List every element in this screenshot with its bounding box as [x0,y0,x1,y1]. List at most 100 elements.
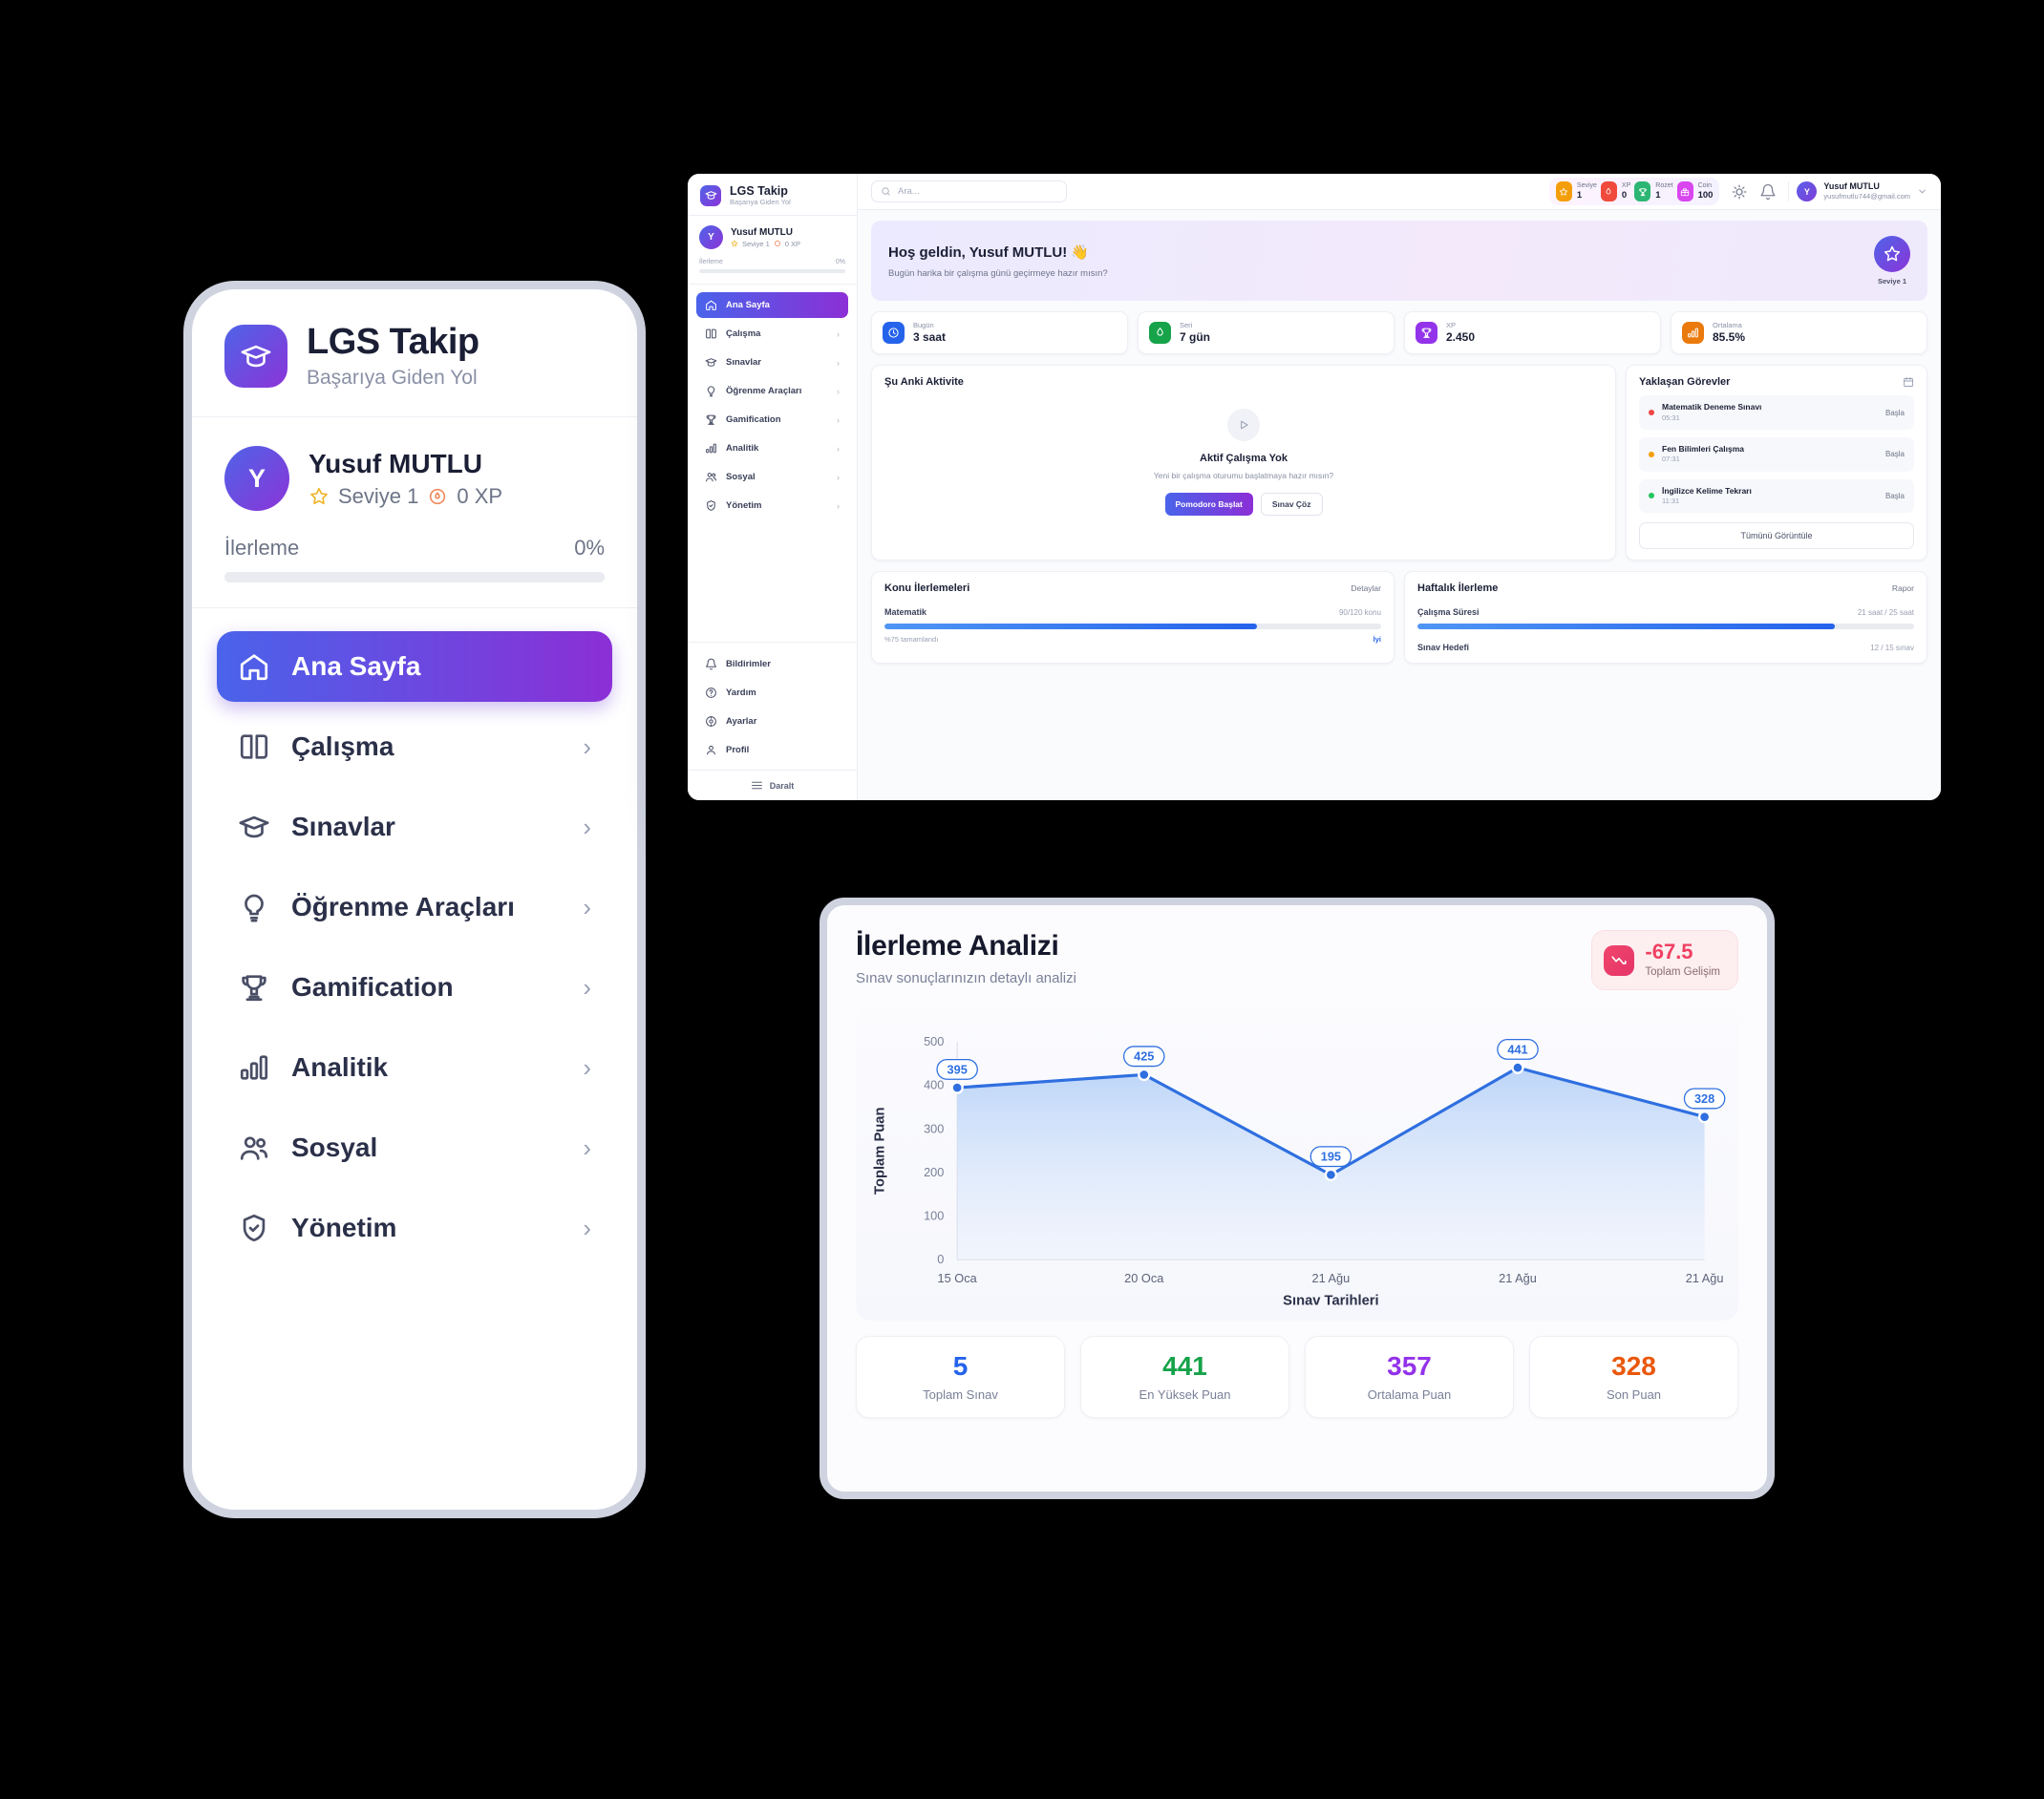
desktop-dashboard-mockup: LGS Takip Başarıya Giden Yol Y Yusuf MUT… [688,174,1941,800]
x-tick-label: 21 Ağu [1312,1271,1351,1285]
chevron-right-icon: › [837,472,840,482]
badge-coin[interactable]: Coin 100 [1676,181,1713,201]
nav-item-label: Gamification [726,414,781,426]
calendar-icon[interactable] [1903,376,1914,388]
search-input[interactable]: Ara... [871,180,1067,202]
chevron-right-icon: › [837,328,840,339]
sidebar-user-card[interactable]: Y Yusuf MUTLU Seviye 1 0 XP İl [688,216,857,286]
progress-bar [1417,624,1914,630]
user-meta: Seviye 1 0 XP [309,484,502,509]
panel-title: Şu Anki Aktivite [884,376,964,389]
mobile-mockup: LGS Takip Başarıya Giden Yol Y Yusuf MUT… [183,281,646,1518]
badge-rozet[interactable]: Rozet 1 [1634,181,1673,201]
nav-item-label: Yönetim [291,1213,397,1242]
stat-label: Bugün [913,321,934,329]
data-point[interactable] [1324,1168,1338,1182]
view-all-tasks-button[interactable]: Tümünü Görüntüle [1639,522,1914,550]
sidebar-item-yönetim[interactable]: Yönetim › [696,493,848,519]
badge-label: Coin [1697,181,1712,189]
users-icon [706,473,716,482]
stat-value: 85.5% [1713,329,1746,344]
topic-count: 90/120 konu [1338,608,1381,618]
badge-value: 0 [1621,190,1628,201]
sidebar-item-sınavlar[interactable]: Sınavlar › [696,349,848,375]
bell-icon[interactable] [1759,183,1777,201]
start-task-link[interactable]: Başla [1884,450,1905,459]
panel-title: Haftalık İlerleme [1417,582,1499,595]
summary-value: 328 [1611,1351,1656,1382]
sidebar-item-öğrenme-araçları[interactable]: Öğrenme Araçları › [217,872,612,942]
sidebar-item-gamification[interactable]: Gamification › [696,407,848,433]
nav-item-label: Ana Sayfa [291,651,421,681]
details-link[interactable]: Detaylar [1351,583,1381,594]
help-circle-icon [706,688,716,698]
search-icon [882,187,890,196]
start-task-link[interactable]: Başla [1884,408,1905,417]
chevron-down-icon [1919,189,1926,194]
sidebar-item-sosyal[interactable]: Sosyal › [696,464,848,490]
header-badges: Seviye 1 XP 0 Rozet 1 Coin 100 [1548,178,1720,205]
sidebar-item-öğrenme-araçları[interactable]: Öğrenme Araçları › [696,378,848,404]
desktop-topbar: Ara... Seviye 1 XP 0 Rozet 1 Coin 100 Y Yusuf M… [858,174,1941,210]
summary-label: Son Puan [1606,1386,1662,1402]
solve-exam-button[interactable]: Sınav Çöz [1260,493,1323,517]
level-badge-label: Seviye 1 [1877,277,1907,286]
avatar: Y [1797,181,1818,201]
summary-card: 441 En Yüksek Puan [1080,1336,1289,1418]
progress-label: İlerleme [224,536,300,560]
start-pomodoro-button[interactable]: Pomodoro Başlat [1164,493,1253,517]
sidebar-item-çalışma[interactable]: Çalışma › [696,321,848,347]
progress-bar [884,624,1381,630]
sidebar-nav-list: Ana Sayfa Çalışma › Sınavlar › Öğrenme Araçla… [688,285,857,642]
start-task-link[interactable]: Başla [1884,491,1905,500]
sidebar-brand[interactable]: LGS Takip Başarıya Giden Yol [688,174,857,217]
data-point[interactable] [1138,1068,1151,1082]
summary-cards: 5 Toplam Sınav 441 En Yüksek Puan 357 Ortalam… [856,1336,1738,1418]
flame-icon [430,488,446,504]
user-level: Seviye 1 [742,239,770,248]
sidebar-item-bildirimler[interactable]: Bildirimler [696,651,848,677]
x-tick-label: 21 Ağu [1499,1271,1537,1285]
progress-analysis-card: İlerleme Analizi Sınav sonuçlarınızın de… [820,898,1775,1499]
chevron-right-icon: › [837,414,840,425]
trophy-icon [242,975,266,1002]
sidebar-item-ayarlar[interactable]: Ayarlar [696,709,848,734]
data-point[interactable] [950,1081,964,1094]
sidebar-item-gamification[interactable]: Gamification › [217,952,612,1023]
collapse-sidebar-button[interactable]: Daralt [688,770,857,800]
data-point[interactable] [1511,1061,1524,1074]
book-icon [706,329,716,339]
sidebar-item-sosyal[interactable]: Sosyal › [217,1112,612,1183]
trophy-icon [706,415,716,426]
task-item[interactable]: İngilizce Kelime Tekrarı 11:31 Başla [1639,478,1914,514]
sidebar-item-çalışma[interactable]: Çalışma › [217,711,612,782]
sidebar-item-yardım[interactable]: Yardım [696,680,848,706]
badge-seviye[interactable]: Seviye 1 [1555,181,1597,201]
y-tick-label: 400 [924,1078,944,1092]
chevron-right-icon: › [837,443,840,454]
stat-card: Ortalama 85.5% [1671,311,1927,355]
mobile-user-card[interactable]: Y Yusuf MUTLU Seviye 1 0 XP İlerleme 0% [192,417,637,608]
sidebar-item-profil[interactable]: Profil [696,737,848,763]
collapse-label: Daralt [769,780,795,791]
data-label-pill [1123,1046,1165,1068]
sun-icon[interactable] [1731,183,1748,201]
sidebar-item-ana-sayfa[interactable]: Ana Sayfa [696,292,848,319]
sidebar-item-ana-sayfa[interactable]: Ana Sayfa [217,631,612,702]
profile-name: Yusuf MUTLU [1823,181,1880,192]
sidebar-item-sınavlar[interactable]: Sınavlar › [217,792,612,862]
sidebar-item-analitik[interactable]: Analitik › [217,1032,612,1103]
task-item[interactable]: Fen Bilimleri Çalışma 07:31 Başla [1639,436,1914,472]
data-point[interactable] [1697,1111,1712,1124]
status-dot [1649,493,1654,499]
task-item[interactable]: Matematik Deneme Sınavı 05:31 Başla [1639,395,1914,430]
user-profile-menu[interactable]: Y Yusuf MUTLU yusufmutlu744@gmail.com [1788,181,1927,201]
badge-xp[interactable]: XP 0 [1600,181,1630,201]
nav-item-label: Ana Sayfa [726,300,770,311]
bell-icon [706,658,716,670]
profile-email: yusufmutlu744@gmail.com [1823,192,1910,201]
chevron-right-icon: › [583,1213,591,1242]
report-link[interactable]: Rapor [1891,583,1914,594]
sidebar-item-yönetim[interactable]: Yönetim › [217,1193,612,1263]
sidebar-item-analitik[interactable]: Analitik › [696,435,848,461]
